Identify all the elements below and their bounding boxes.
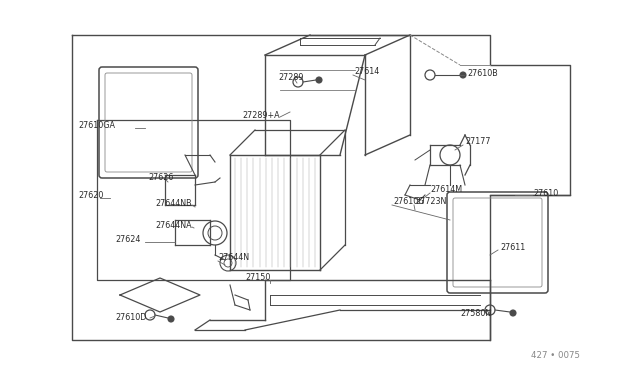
- Text: 27624: 27624: [115, 235, 140, 244]
- Text: 27289: 27289: [278, 73, 303, 81]
- Circle shape: [510, 310, 516, 316]
- Text: 27610D: 27610D: [115, 314, 147, 323]
- Text: 27614: 27614: [354, 67, 380, 77]
- Text: 27723N: 27723N: [415, 198, 446, 206]
- Text: 27644NA: 27644NA: [155, 221, 191, 230]
- Circle shape: [316, 77, 322, 83]
- Text: 27610B: 27610B: [467, 68, 498, 77]
- Text: 27610: 27610: [533, 189, 558, 198]
- Text: 27177: 27177: [465, 138, 490, 147]
- Text: 27150: 27150: [245, 273, 270, 282]
- Text: 27620: 27620: [78, 190, 104, 199]
- Circle shape: [168, 316, 174, 322]
- Text: 27611: 27611: [500, 243, 525, 251]
- Text: 27644NB: 27644NB: [155, 199, 191, 208]
- Text: 27289+A: 27289+A: [242, 110, 280, 119]
- Circle shape: [460, 72, 466, 78]
- Text: 27614M: 27614M: [430, 186, 462, 195]
- Text: 27626: 27626: [148, 173, 173, 183]
- Text: 27580N: 27580N: [460, 308, 492, 317]
- Text: 27610GA: 27610GA: [78, 121, 115, 129]
- Text: 27644N: 27644N: [218, 253, 249, 263]
- Text: 27610G: 27610G: [393, 198, 424, 206]
- Text: 427 • 0075: 427 • 0075: [531, 350, 580, 359]
